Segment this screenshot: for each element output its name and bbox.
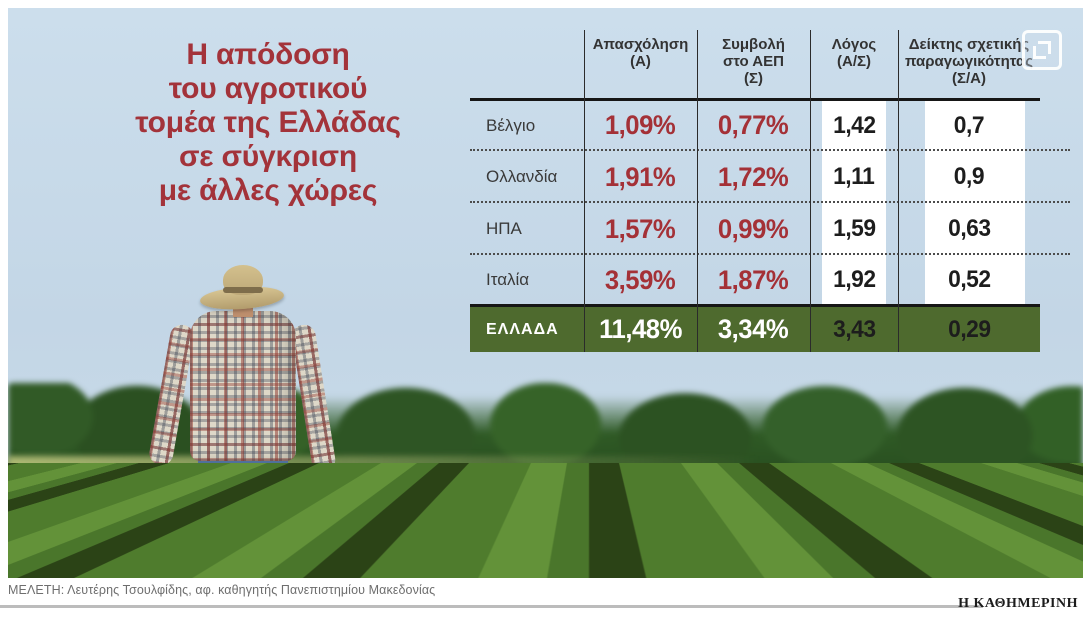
cell-index: 0,7: [953, 111, 985, 139]
header-ratio: Λόγος (Α/Σ): [831, 36, 877, 70]
column-separator: [697, 30, 698, 352]
cell-ratio-greece: 3,43: [832, 315, 876, 343]
cell-index: 0,9: [953, 163, 985, 190]
row-separator: [470, 201, 1070, 203]
crop-field: [8, 463, 1083, 578]
cell-employment: 1,57%: [605, 213, 676, 244]
highlight-row-band: [470, 307, 1040, 352]
title-line: Η απόδοση: [186, 38, 350, 71]
cell-country: ΗΠΑ: [486, 219, 522, 238]
data-table: Απασχόληση (Α) Συμβολή στο ΑΕΠ (Σ) Λόγος…: [470, 30, 1070, 354]
cell-country: Βέλγιο: [486, 115, 536, 135]
plant-sprig: [165, 475, 177, 505]
farmer-hat-band: [223, 287, 263, 293]
footer-rule: [0, 605, 983, 608]
cell-gdp-greece: 3,34%: [718, 314, 789, 344]
title-line: με άλλες χώρες: [158, 174, 378, 207]
cell-country: Ολλανδία: [486, 167, 558, 186]
column-separator: [898, 30, 899, 352]
footer-credit: ΜΕΛΕΤΗ: Λευτέρης Τσουλφίδης, αφ. καθηγητ…: [8, 583, 436, 597]
cell-gdp: 1,72%: [718, 161, 789, 192]
farmer-figure: [147, 263, 338, 578]
cell-ratio: 1,92: [832, 266, 876, 293]
cell-employment-greece: 11,48%: [599, 314, 682, 344]
brand-logo: Η ΚΑΘΗΜΕΡΙΝΗ: [958, 596, 1078, 611]
infographic-title: Η απόδοση του αγροτικού τομέα της Ελλάδα…: [48, 38, 488, 208]
cell-index: 0,63: [947, 215, 991, 242]
highlight-row-top-rule: [470, 304, 1040, 307]
cell-ratio: 1,11: [833, 163, 875, 190]
cell-employment: 1,09%: [605, 110, 676, 140]
cell-gdp: 0,99%: [718, 213, 789, 244]
title-line: του αγροτικού: [168, 72, 368, 105]
farmer-hand-left: [173, 463, 194, 486]
title-line: τομέα της Ελλάδας: [135, 106, 401, 139]
column-separator: [584, 30, 585, 352]
cell-employment: 1,91%: [605, 161, 676, 192]
infographic-photo: Η απόδοση του αγροτικού τομέα της Ελλάδα…: [8, 8, 1083, 578]
header-gdp-contribution: Συμβολή στο ΑΕΠ (Σ): [722, 36, 785, 87]
cell-ratio: 1,59: [832, 215, 876, 242]
title-line: σε σύγκριση: [178, 140, 358, 173]
column-separator: [810, 30, 811, 352]
header-employment: Απασχόληση (Α): [592, 36, 689, 70]
header-productivity-index: Δείκτης σχετικής παραγωγικότητας (Σ/Α): [904, 36, 1034, 87]
cell-index: 0,52: [947, 266, 991, 293]
cell-country-greece: ΕΛΛΑΔΑ: [486, 320, 559, 338]
cell-index-greece: 0,29: [947, 315, 991, 343]
farmer-leg-right: [243, 490, 285, 578]
cell-ratio: 1,42: [832, 111, 876, 139]
cell-gdp: 0,77%: [718, 110, 789, 140]
farmer-leg-left: [198, 490, 240, 578]
cell-gdp: 1,87%: [718, 264, 789, 295]
expand-button[interactable]: [1022, 30, 1062, 70]
cell-country: Ιταλία: [486, 270, 530, 289]
expand-icon: [1033, 41, 1051, 59]
header-rule: [470, 98, 1040, 101]
cell-employment: 3,59%: [605, 264, 676, 295]
row-separator: [470, 253, 1070, 255]
farmer-shirt: [190, 311, 296, 461]
farmer-hand-right: [294, 468, 313, 491]
row-separator: [470, 149, 1070, 151]
